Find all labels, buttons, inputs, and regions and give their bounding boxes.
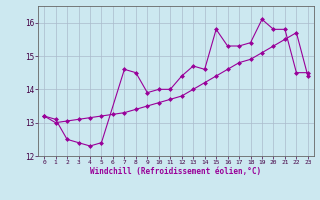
X-axis label: Windchill (Refroidissement éolien,°C): Windchill (Refroidissement éolien,°C) xyxy=(91,167,261,176)
